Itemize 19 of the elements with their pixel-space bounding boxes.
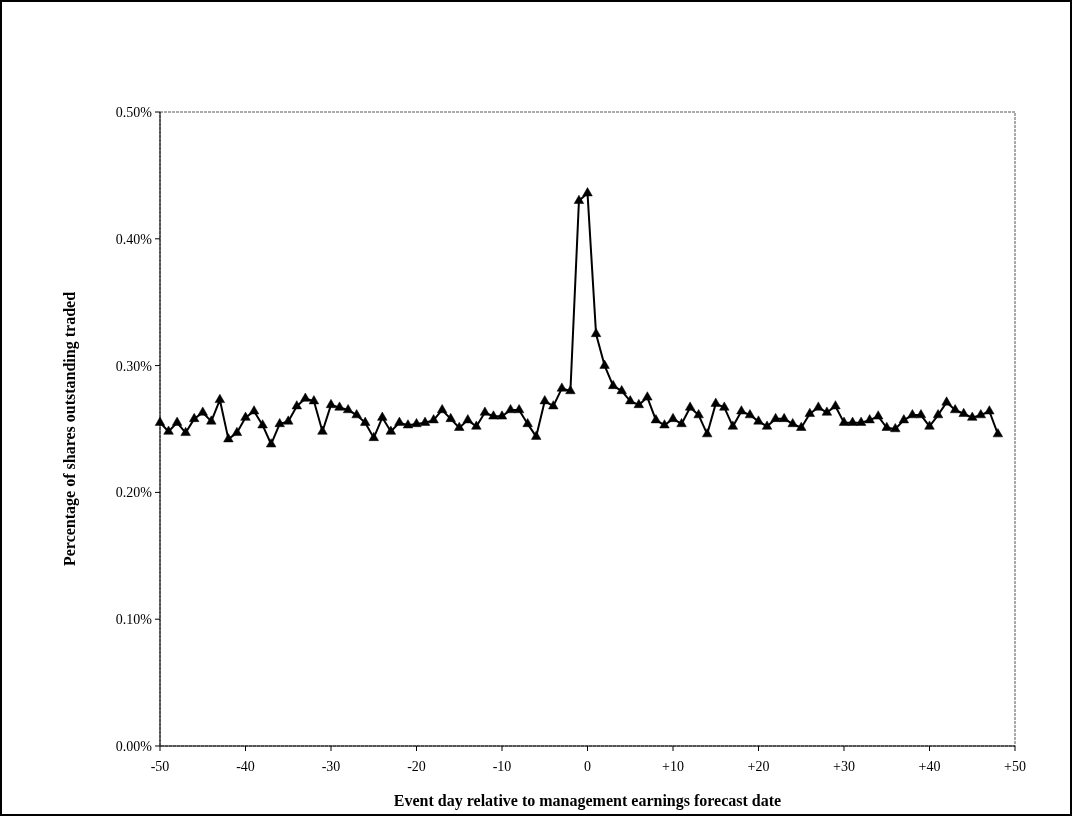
y-axis-title: Percentage of shares outstanding traded [61, 291, 79, 567]
x-tick-label: -20 [407, 759, 426, 774]
y-tick-label: 0.10% [115, 612, 153, 628]
y-tick-label: 0.40% [115, 231, 153, 247]
y-tick-label: 0.50% [115, 104, 153, 120]
x-tick-label: 0 [584, 759, 591, 774]
x-tick-label: -30 [321, 759, 341, 774]
y-tick-label: 0.00% [115, 738, 153, 754]
x-tick-label: +50 [1004, 759, 1026, 774]
x-tick-label: +40 [918, 759, 941, 774]
x-tick-label: +10 [662, 759, 684, 774]
x-tick-label: -10 [492, 759, 512, 774]
x-tick-label: +30 [833, 759, 855, 774]
x-tick-label: -50 [150, 759, 170, 774]
y-tick-label: 0.20% [115, 485, 153, 501]
x-tick-label: -40 [236, 759, 255, 774]
x-tick-label: +20 [747, 759, 770, 774]
y-tick-label: 0.30% [115, 358, 153, 374]
x-axis-title: Event day relative to management earnings forecast date [393, 792, 782, 810]
